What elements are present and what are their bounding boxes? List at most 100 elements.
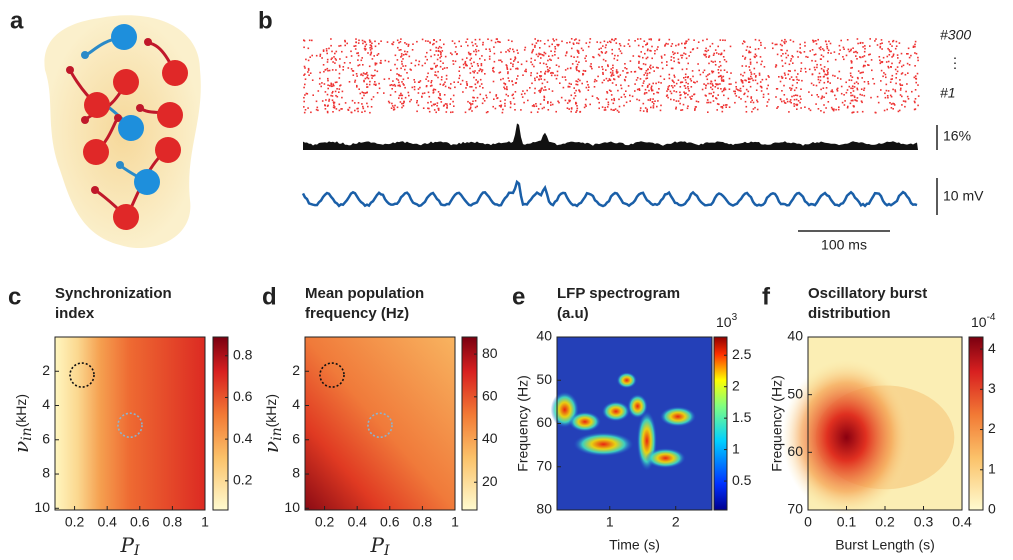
spike bbox=[688, 55, 690, 57]
spike bbox=[500, 51, 502, 54]
spike bbox=[474, 100, 477, 102]
spike bbox=[338, 91, 340, 93]
spike bbox=[839, 78, 842, 80]
spike bbox=[333, 56, 335, 58]
spike bbox=[687, 105, 689, 107]
spike bbox=[605, 98, 608, 100]
spike bbox=[703, 69, 706, 72]
spike bbox=[823, 66, 826, 68]
spike bbox=[451, 111, 454, 113]
spike bbox=[468, 53, 470, 55]
spike bbox=[351, 99, 354, 102]
spike bbox=[712, 54, 715, 56]
spike bbox=[433, 54, 436, 56]
spike bbox=[366, 71, 368, 74]
spike bbox=[623, 104, 625, 107]
spike bbox=[474, 38, 477, 41]
spike bbox=[813, 54, 816, 56]
spike bbox=[368, 83, 371, 86]
spike bbox=[830, 106, 833, 109]
spike bbox=[847, 48, 850, 51]
spike bbox=[870, 96, 872, 99]
spike bbox=[659, 75, 662, 78]
spike bbox=[570, 94, 573, 97]
spike bbox=[684, 87, 687, 89]
spike bbox=[744, 56, 747, 59]
spike bbox=[400, 75, 402, 77]
spike bbox=[390, 84, 393, 86]
spike bbox=[303, 111, 306, 114]
spike bbox=[660, 82, 662, 84]
spike bbox=[307, 47, 310, 50]
spike bbox=[791, 95, 793, 98]
spike bbox=[443, 94, 446, 96]
spike bbox=[336, 88, 338, 90]
spike bbox=[784, 102, 787, 104]
spike bbox=[556, 43, 558, 46]
spike bbox=[445, 74, 448, 77]
spike bbox=[352, 74, 355, 76]
spike bbox=[573, 39, 576, 41]
x-tick-label: 0.3 bbox=[914, 514, 934, 530]
spike bbox=[863, 81, 866, 83]
spike bbox=[400, 53, 403, 55]
spike bbox=[331, 85, 334, 87]
spike bbox=[401, 106, 403, 109]
spike bbox=[434, 71, 437, 73]
spike bbox=[568, 99, 570, 102]
spike bbox=[453, 81, 455, 83]
spike bbox=[303, 46, 305, 49]
spike bbox=[552, 72, 554, 74]
spike bbox=[484, 59, 486, 61]
axis-label-sub: in bbox=[269, 427, 285, 441]
spike bbox=[653, 70, 655, 72]
spike bbox=[439, 50, 441, 53]
spike bbox=[545, 89, 547, 91]
spike bbox=[859, 56, 861, 58]
spike bbox=[453, 42, 456, 45]
spike bbox=[430, 80, 433, 82]
spike bbox=[754, 48, 757, 51]
spike bbox=[601, 106, 604, 108]
spike bbox=[570, 55, 573, 58]
spike bbox=[607, 101, 610, 104]
spike bbox=[646, 56, 649, 59]
spike bbox=[549, 67, 551, 69]
spike bbox=[879, 59, 881, 62]
spike bbox=[534, 44, 536, 47]
spike bbox=[856, 87, 858, 90]
spike bbox=[513, 60, 515, 62]
spike bbox=[611, 52, 614, 55]
spike bbox=[416, 100, 418, 102]
spike bbox=[845, 91, 848, 94]
spike bbox=[722, 56, 725, 58]
spike bbox=[649, 66, 651, 68]
spike bbox=[512, 83, 514, 86]
spike bbox=[579, 90, 581, 93]
spike bbox=[894, 89, 896, 91]
spike bbox=[654, 52, 656, 55]
colorbar-tick-label: 4 bbox=[988, 340, 996, 356]
multiplier-exponent: 3 bbox=[732, 312, 738, 323]
spike bbox=[629, 100, 631, 102]
spike bbox=[644, 52, 646, 55]
spike bbox=[837, 108, 840, 111]
spike bbox=[444, 55, 447, 58]
spike bbox=[309, 72, 312, 74]
spike bbox=[817, 108, 820, 110]
spike bbox=[885, 76, 887, 79]
spike bbox=[682, 103, 685, 106]
spike bbox=[670, 45, 673, 47]
spike bbox=[645, 57, 648, 60]
spike bbox=[697, 63, 699, 65]
spike bbox=[507, 49, 509, 51]
spike bbox=[364, 73, 366, 75]
spike bbox=[416, 110, 418, 113]
spike bbox=[814, 60, 817, 62]
spike bbox=[542, 54, 545, 57]
spike bbox=[363, 80, 365, 83]
spike bbox=[500, 78, 502, 81]
y-tick-label: 50 bbox=[787, 385, 803, 401]
spike bbox=[668, 77, 671, 80]
spike bbox=[862, 46, 864, 48]
